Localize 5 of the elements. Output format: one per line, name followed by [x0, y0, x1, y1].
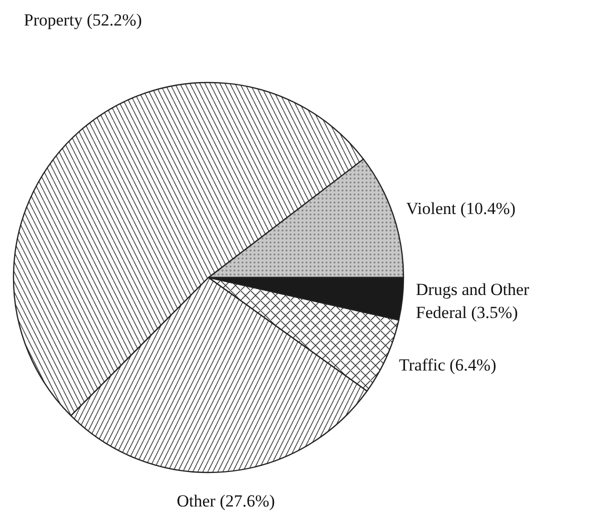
slice-label: Drugs and Other Federal (3.5%)	[416, 280, 530, 322]
slice-label: Traffic (6.4%)	[398, 356, 496, 375]
slice-label: Violent (10.4%)	[406, 199, 516, 218]
slice-label: Other (27.6%)	[176, 491, 275, 510]
slice-label: Property (52.2%)	[24, 10, 142, 30]
